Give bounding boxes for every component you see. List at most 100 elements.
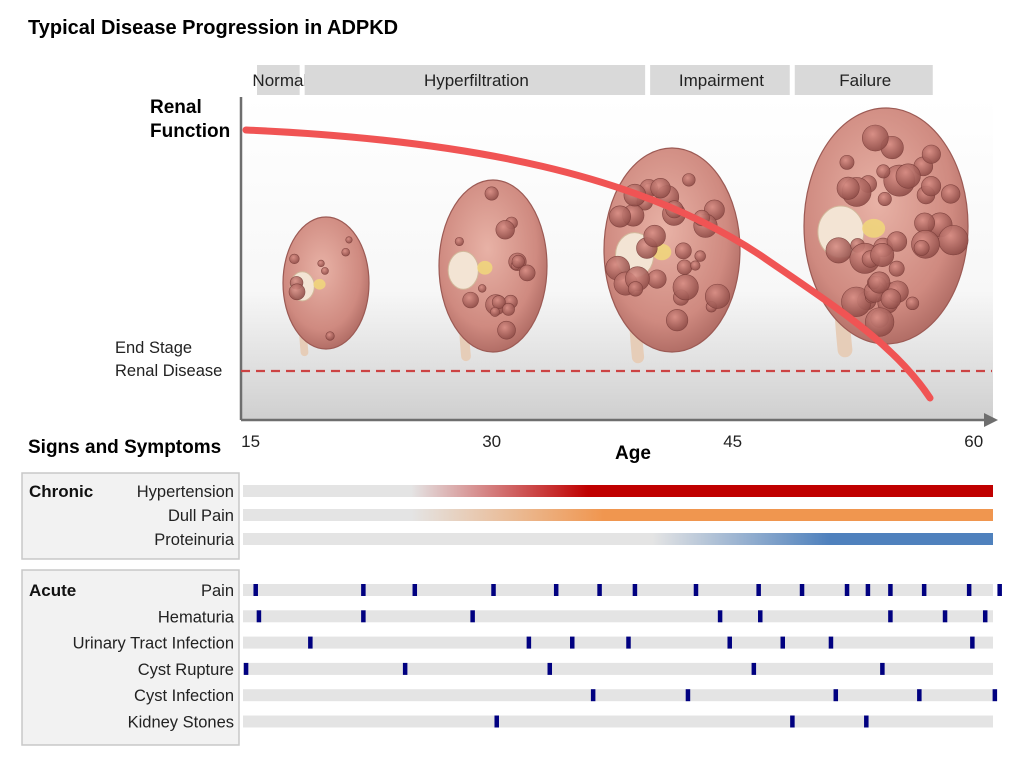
acute-event-marker <box>526 636 532 649</box>
acute-row-cyst-infection: Cyst Infection <box>134 687 998 705</box>
stage-box-impairment: Impairment <box>650 65 790 95</box>
acute-event-marker <box>888 610 893 623</box>
acute-event-marker <box>494 715 499 728</box>
acute-track <box>243 584 993 596</box>
acute-event-marker <box>888 584 893 596</box>
acute-event-marker <box>992 689 998 702</box>
acute-event-marker <box>570 636 575 649</box>
esrd-label-line2: Renal Disease <box>115 362 222 380</box>
signs-and-symptoms-title: Signs and Symptoms <box>28 437 221 458</box>
x-tick-label: 60 <box>964 432 983 451</box>
acute-event-marker <box>626 636 631 649</box>
acute-event-marker <box>917 689 922 702</box>
acute-event-marker <box>751 662 757 675</box>
stage-box-normal: Normal <box>252 65 307 95</box>
acute-event-marker <box>982 610 988 623</box>
chronic-severity-bar <box>243 485 993 497</box>
acute-track <box>243 610 993 623</box>
x-tick-labels: 15 30 45 60 <box>241 432 983 451</box>
acute-event-marker <box>756 584 761 596</box>
acute-row-label: Urinary Tract Infection <box>73 635 234 653</box>
acute-event-marker <box>966 584 972 596</box>
chronic-row-dull-pain: Dull Pain <box>168 507 993 525</box>
acute-event-marker <box>997 584 1002 596</box>
chronic-severity-bar <box>243 509 993 521</box>
chronic-severity-bar <box>243 533 993 545</box>
x-axis-arrow-icon <box>984 413 998 427</box>
acute-event-marker <box>828 636 834 649</box>
acute-event-marker <box>693 584 699 596</box>
x-tick-label: 45 <box>723 432 742 451</box>
acute-row-label: Kidney Stones <box>128 714 234 732</box>
acute-row-label: Pain <box>201 582 234 600</box>
kidney-illustration-2 <box>438 179 548 362</box>
acute-event-marker <box>491 584 496 596</box>
acute-event-marker <box>361 584 366 596</box>
acute-event-marker <box>833 689 839 702</box>
stage-label: Impairment <box>679 71 764 90</box>
chronic-row-label: Dull Pain <box>168 507 234 525</box>
chronic-rows: Hypertension Dull Pain Proteinuria <box>137 483 993 549</box>
esrd-label-line1: End Stage <box>115 339 192 357</box>
acute-event-marker <box>970 636 975 649</box>
chronic-row-label: Proteinuria <box>154 531 235 549</box>
acute-event-marker <box>844 584 850 596</box>
acute-track <box>243 636 993 649</box>
acute-track <box>243 662 993 675</box>
kidney-illustration-4 <box>803 107 969 358</box>
acute-event-marker <box>253 584 258 596</box>
acute-row-cyst-rupture: Cyst Rupture <box>138 661 993 679</box>
acute-event-marker <box>921 584 927 596</box>
acute-row-kidney-stones: Kidney Stones <box>128 714 993 732</box>
stage-headers: Normal Hyperfiltration Impairment Failure <box>252 65 933 95</box>
acute-event-marker <box>865 584 871 596</box>
acute-event-marker <box>590 689 596 702</box>
acute-event-marker <box>553 584 559 596</box>
x-tick-label: 30 <box>482 432 501 451</box>
x-tick-label: 15 <box>241 432 260 451</box>
acute-event-marker <box>470 610 475 623</box>
acute-event-marker <box>547 662 553 675</box>
acute-row-hematuria: Hematuria <box>158 608 993 626</box>
acute-event-marker <box>308 636 313 649</box>
acute-row-label: Cyst Rupture <box>138 661 234 679</box>
stage-label: Normal <box>252 71 307 90</box>
acute-event-marker <box>790 715 795 728</box>
acute-event-marker <box>632 584 638 596</box>
acute-row-pain: Pain <box>201 582 1002 600</box>
chronic-row-hypertension: Hypertension <box>137 483 993 501</box>
y-axis-label-line2: Function <box>150 121 230 142</box>
chronic-group-box <box>21 472 240 560</box>
acute-event-marker <box>880 662 885 675</box>
stage-label: Failure <box>839 71 891 90</box>
figure-title: Typical Disease Progression in ADPKD <box>28 17 398 39</box>
acute-event-marker <box>799 584 805 596</box>
x-axis-label: Age <box>615 443 651 464</box>
acute-event-marker <box>717 610 723 623</box>
acute-event-marker <box>402 662 408 675</box>
acute-row-label: Cyst Infection <box>134 687 234 705</box>
renal-function-curve <box>242 126 934 402</box>
acute-rows: Pain Hematuria Urinary Tract Infection Cyst… <box>73 582 1002 732</box>
kidney-illustrations <box>282 107 969 364</box>
acute-event-marker <box>597 584 602 596</box>
acute-row-urinary-tract-infection: Urinary Tract Infection <box>73 635 993 653</box>
acute-event-marker <box>256 610 262 623</box>
acute-event-marker <box>243 662 249 675</box>
acute-event-marker <box>864 715 869 728</box>
chronic-row-proteinuria: Proteinuria <box>154 531 993 549</box>
acute-event-marker <box>758 610 763 623</box>
acute-event-marker <box>942 610 948 623</box>
y-axis-label-line1: Renal <box>150 97 202 118</box>
acute-group-box <box>21 569 240 746</box>
acute-event-marker <box>412 584 418 596</box>
acute-event-marker <box>361 610 366 623</box>
acute-event-marker <box>727 636 732 649</box>
acute-group-label: Acute <box>29 581 76 600</box>
stage-label: Hyperfiltration <box>424 71 529 90</box>
stage-box-hyperfiltration: Hyperfiltration <box>304 65 646 95</box>
kidney-illustration-1 <box>282 216 370 357</box>
stage-box-failure: Failure <box>794 65 933 95</box>
chronic-group-label: Chronic <box>29 482 93 501</box>
